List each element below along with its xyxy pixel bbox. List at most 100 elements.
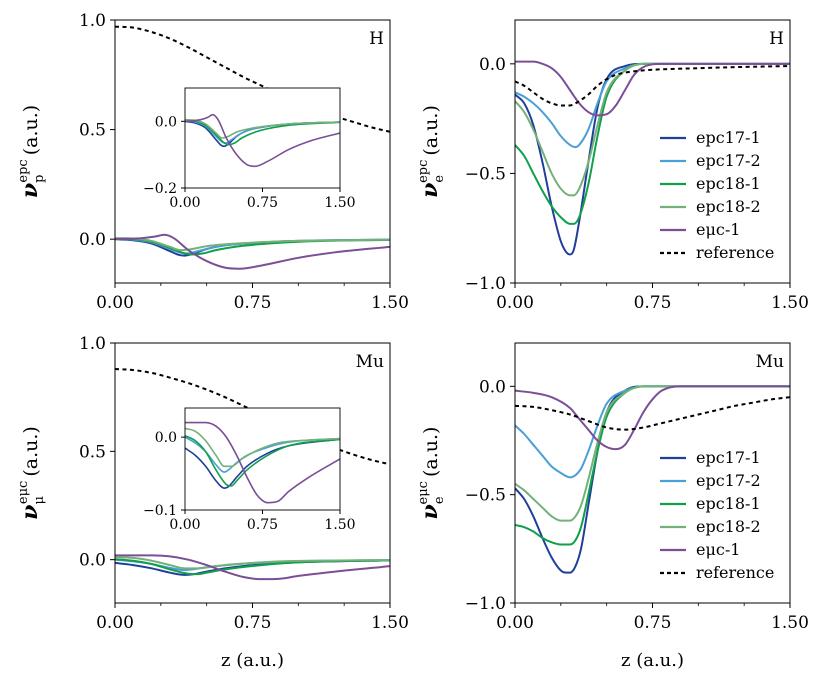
- x-tick-label: 0.75: [247, 517, 278, 533]
- inset-tl-background: [185, 88, 340, 188]
- x-tick-label: 0.75: [634, 613, 672, 633]
- series-line-epc18-1: [185, 434, 340, 487]
- panel-br-series: [515, 385, 790, 574]
- series-line-eμc-1: [115, 554, 390, 581]
- series-line-eμc-1: [515, 60, 790, 117]
- y-axis-label-unit: (a.u.): [20, 105, 42, 155]
- y-axis-label-unit: (a.u.): [20, 426, 42, 476]
- y-tick-label: −0.1: [143, 503, 177, 519]
- y-axis-label-symbol: ν: [417, 183, 443, 198]
- series-line-epc18-2: [185, 427, 340, 468]
- y-tick-label: −1.0: [465, 594, 506, 614]
- y-tick-label: 0.0: [155, 430, 177, 446]
- y-axis-label-unit: (a.u.): [420, 427, 442, 477]
- x-tick-label: 0.00: [496, 613, 534, 633]
- panel-corner-label: H: [369, 29, 384, 49]
- legend-label: epc18-2: [696, 517, 761, 536]
- legend-label: epc17-2: [696, 151, 761, 170]
- legend-label: epc18-1: [696, 494, 761, 513]
- y-axis-label-subscript: e: [432, 175, 447, 183]
- series-line-eμc-1: [185, 421, 340, 504]
- x-tick-label: 0.75: [634, 293, 672, 313]
- inset-tl-series: [185, 113, 340, 168]
- y-axis-label: νpepc (a.u.): [16, 105, 47, 198]
- legend-label: eμc-1: [696, 540, 740, 559]
- y-tick-label: −0.5: [465, 164, 506, 184]
- panel-corner-label: H: [769, 29, 784, 49]
- legend-label: epc17-1: [696, 448, 761, 467]
- panel-tr-series: [515, 60, 790, 256]
- series-line-epc17-1: [185, 438, 340, 489]
- x-tick-label: 0.00: [169, 517, 200, 533]
- x-tick-label: 0.75: [247, 195, 278, 211]
- y-tick-label: 0.5: [79, 442, 106, 462]
- y-tick-label: 1.0: [79, 334, 106, 354]
- series-line-eμc-1: [115, 233, 390, 270]
- panel-br: −1.0 −0.5 0.0 0.00 0.75 1.50: [465, 342, 809, 633]
- panel-corner-label: Mu: [356, 352, 384, 372]
- y-tick-label: 0.0: [155, 114, 177, 130]
- legend-label: epc17-1: [696, 128, 761, 147]
- panel-tl-series: [115, 25, 390, 270]
- series-line-eμc-1: [185, 113, 340, 168]
- panel-tr: −1.0 −0.5 0.0 0.00 0.75 1.50: [465, 19, 809, 313]
- x-axis-label: z (a.u.): [221, 650, 284, 671]
- y-axis-label-superscript: eμc: [16, 481, 31, 504]
- y-axis-label: νeepc (a.u.): [416, 105, 447, 198]
- y-axis-label-subscript: p: [32, 175, 47, 183]
- series-line-epc18-2: [115, 556, 390, 570]
- y-axis-label-subscript: μ: [32, 496, 47, 504]
- x-tick-label: 1.50: [371, 293, 409, 313]
- series-line-epc18-2: [515, 385, 790, 522]
- legend: epc17-1 epc17-2 epc18-1 epc18-2 eμc-1 referen…: [660, 448, 774, 582]
- series-line-reference: [115, 25, 390, 133]
- x-tick-label: 1.50: [771, 613, 809, 633]
- y-axis-label: νeeμc (a.u.): [416, 427, 447, 520]
- series-line-epc18-1: [185, 119, 340, 146]
- y-tick-label: 0.0: [479, 55, 506, 75]
- panel-tl: 0.0 0.5 1.0 0.00 0.75 1.50: [79, 11, 409, 313]
- y-tick-label: −0.5: [465, 486, 506, 506]
- x-tick-label: 0.00: [96, 293, 134, 313]
- x-tick-label: 1.50: [371, 613, 409, 633]
- y-tick-label: −0.2: [143, 181, 177, 197]
- legend-label: epc18-1: [696, 174, 761, 193]
- y-tick-label: 0.5: [79, 121, 106, 141]
- y-axis-label-superscript: epc: [16, 159, 31, 182]
- x-axis-label: z (a.u.): [621, 650, 684, 671]
- y-tick-label: 0.0: [79, 230, 106, 250]
- y-tick-label: −1.0: [465, 274, 506, 294]
- inset-bl: −0.1 0.0 0.00 0.75 1.50: [143, 407, 356, 533]
- series-line-reference: [515, 396, 790, 431]
- legend-label: reference: [696, 563, 774, 582]
- x-tick-label: 1.50: [324, 195, 355, 211]
- y-axis-label-symbol: ν: [417, 504, 443, 519]
- y-axis-label-symbol: ν: [17, 183, 43, 198]
- x-tick-label: 0.75: [234, 613, 272, 633]
- legend-label: epc17-2: [696, 471, 761, 490]
- x-tick-label: 0.00: [169, 195, 200, 211]
- legend-label: epc18-2: [696, 197, 761, 216]
- x-tick-label: 0.75: [234, 293, 272, 313]
- panel-corner-label: Mu: [756, 352, 784, 372]
- series-line-reference: [515, 65, 790, 107]
- inset-bl-series: [185, 421, 340, 504]
- series-line-epc18-2: [515, 62, 790, 197]
- series-line-epc18-1: [115, 558, 390, 576]
- inset-tl: −0.2 0.0 0.00 0.75 1.50: [143, 87, 356, 211]
- legend-label: reference: [696, 243, 774, 262]
- x-tick-label: 1.50: [324, 517, 355, 533]
- y-tick-label: 1.0: [79, 11, 106, 31]
- y-axis-label: νμeμc (a.u.): [16, 426, 47, 520]
- y-axis-label-superscript: eμc: [416, 481, 431, 504]
- x-tick-label: 1.50: [771, 293, 809, 313]
- y-tick-label: 0.0: [79, 551, 106, 571]
- y-axis-label-subscript: e: [432, 496, 447, 504]
- y-axis-label-superscript: epc: [416, 160, 431, 183]
- y-axis-label-symbol: ν: [17, 505, 43, 520]
- series-line-eμc-1: [515, 385, 790, 451]
- panel-bl: 0.0 0.5 1.0 0.00 0.75 1.50: [79, 334, 409, 633]
- legend-label: eμc-1: [696, 220, 740, 239]
- y-axis-label-unit: (a.u.): [420, 105, 442, 155]
